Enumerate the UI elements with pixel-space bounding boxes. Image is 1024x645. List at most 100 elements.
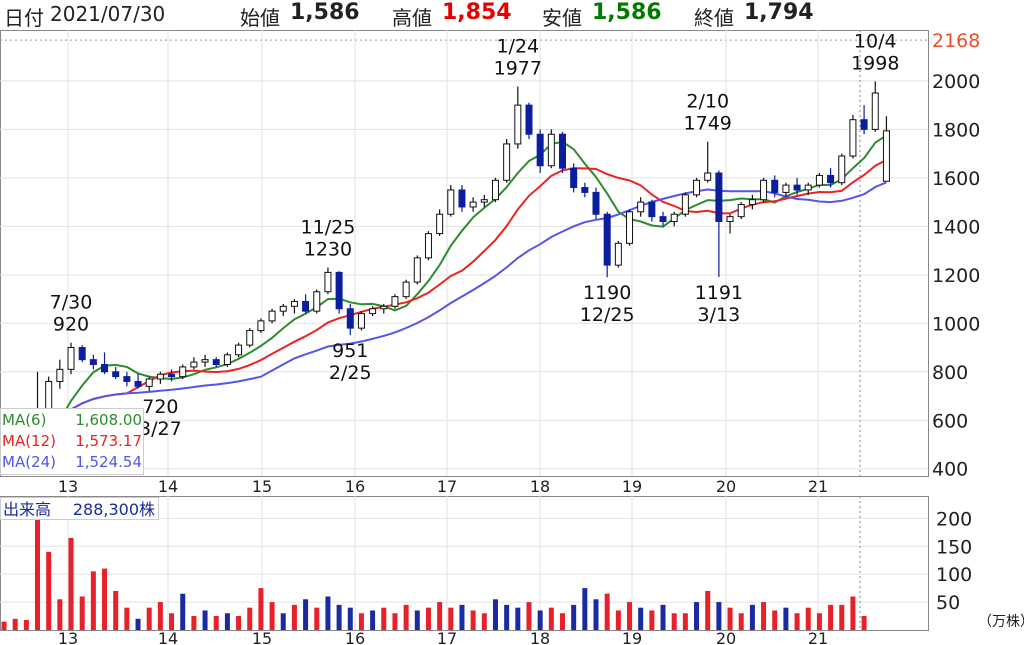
candle	[648, 199, 656, 222]
x-tick-label: 17	[437, 477, 457, 496]
candle-body-down	[793, 184, 801, 191]
candle-body-down	[715, 172, 723, 222]
price-panel-frame	[0, 30, 929, 477]
annotation-date: 1/24	[496, 35, 539, 57]
candle-body-down	[134, 380, 142, 387]
candle	[547, 129, 555, 169]
volume-bar	[828, 604, 834, 630]
candle-body-up	[681, 194, 689, 215]
candle-body-up	[737, 204, 745, 218]
volume-bar	[425, 607, 431, 630]
low-label: 安値	[542, 6, 582, 30]
volume-bar	[202, 610, 208, 630]
candle-body-up	[45, 380, 53, 412]
candle	[491, 177, 499, 203]
candle-body-up	[693, 179, 701, 196]
candle	[536, 129, 544, 174]
price-tick-label: 400	[932, 459, 968, 481]
x-tick-label: 16	[345, 477, 365, 496]
candle	[626, 209, 634, 246]
candle	[726, 214, 734, 234]
candle-body-down	[89, 359, 97, 365]
candle-body-up	[849, 119, 857, 157]
price-tick-label: 600	[932, 410, 968, 432]
candle-body-down	[346, 308, 354, 329]
volume-bar	[783, 607, 789, 630]
candle	[156, 371, 164, 384]
close-label: 終値	[694, 6, 734, 30]
volume-bar	[560, 613, 565, 630]
volume-bar	[694, 602, 700, 630]
volume-bar	[79, 596, 85, 630]
candle-body-up	[324, 271, 332, 293]
annotation-date: 12/25	[580, 304, 635, 326]
candle	[67, 342, 75, 375]
candle-body-up	[626, 211, 634, 244]
annotation-price: 920	[53, 314, 89, 336]
candle-body-up	[614, 242, 622, 266]
volume-bar	[593, 599, 599, 630]
candle	[838, 153, 846, 186]
volume-bar	[459, 604, 465, 630]
volume-tick-label: 150	[936, 536, 972, 558]
date-value: 2021/07/30	[50, 2, 166, 26]
candle-body-up	[156, 373, 164, 380]
candle	[357, 311, 365, 331]
volume-bar	[727, 607, 733, 630]
volume-bar	[381, 607, 387, 630]
price-tick-label: 1800	[932, 119, 980, 141]
candle	[681, 192, 689, 217]
price-tick-label: 1400	[932, 216, 980, 238]
candle-body-up	[391, 296, 399, 307]
candle	[201, 354, 209, 367]
quote-header: 日付 2021/07/30 始値 1,586 高値 1,854 安値 1,586…	[0, 0, 1024, 30]
volume-bar	[303, 599, 309, 630]
ma-line-ma24	[3, 181, 887, 463]
annotation-price: 1977	[494, 57, 542, 79]
candle	[190, 357, 198, 370]
candle	[860, 105, 868, 135]
candle	[827, 168, 835, 188]
candle	[704, 141, 712, 183]
candle-body-up	[760, 179, 768, 201]
candle-body-up	[871, 92, 879, 130]
candle-body-up	[547, 133, 555, 167]
candle	[559, 131, 566, 174]
candle-body-down	[659, 216, 667, 222]
volume-bar	[1, 621, 7, 630]
annotation-price: 720	[142, 396, 178, 418]
candle	[369, 306, 377, 317]
candle-body-up	[279, 305, 287, 312]
candle	[849, 114, 857, 159]
candle-body-up	[882, 130, 890, 182]
candle	[324, 267, 332, 295]
candle-body-up	[838, 155, 846, 184]
volume-bar	[839, 604, 845, 630]
candle-body-up	[223, 354, 231, 366]
volume-bar	[682, 613, 688, 630]
volume-bar	[169, 613, 175, 630]
candle-body-up	[815, 174, 823, 186]
volume-bar	[57, 599, 63, 630]
candle-body-down	[771, 179, 779, 193]
volume-bar	[582, 588, 588, 630]
candle-body-down	[581, 187, 589, 193]
candle-body-down	[212, 359, 220, 365]
volume-bar	[615, 610, 621, 630]
volume-bar	[481, 613, 487, 630]
candle-body-down	[302, 300, 310, 312]
volume-bar	[191, 616, 197, 630]
candle-body-up	[704, 172, 712, 181]
candle-body-down	[101, 364, 109, 373]
volume-bar	[794, 613, 800, 630]
candle	[391, 294, 399, 309]
candle-body-down	[78, 347, 86, 361]
candle	[614, 240, 622, 268]
volume-bar	[269, 602, 275, 630]
volume-bar	[180, 593, 186, 630]
